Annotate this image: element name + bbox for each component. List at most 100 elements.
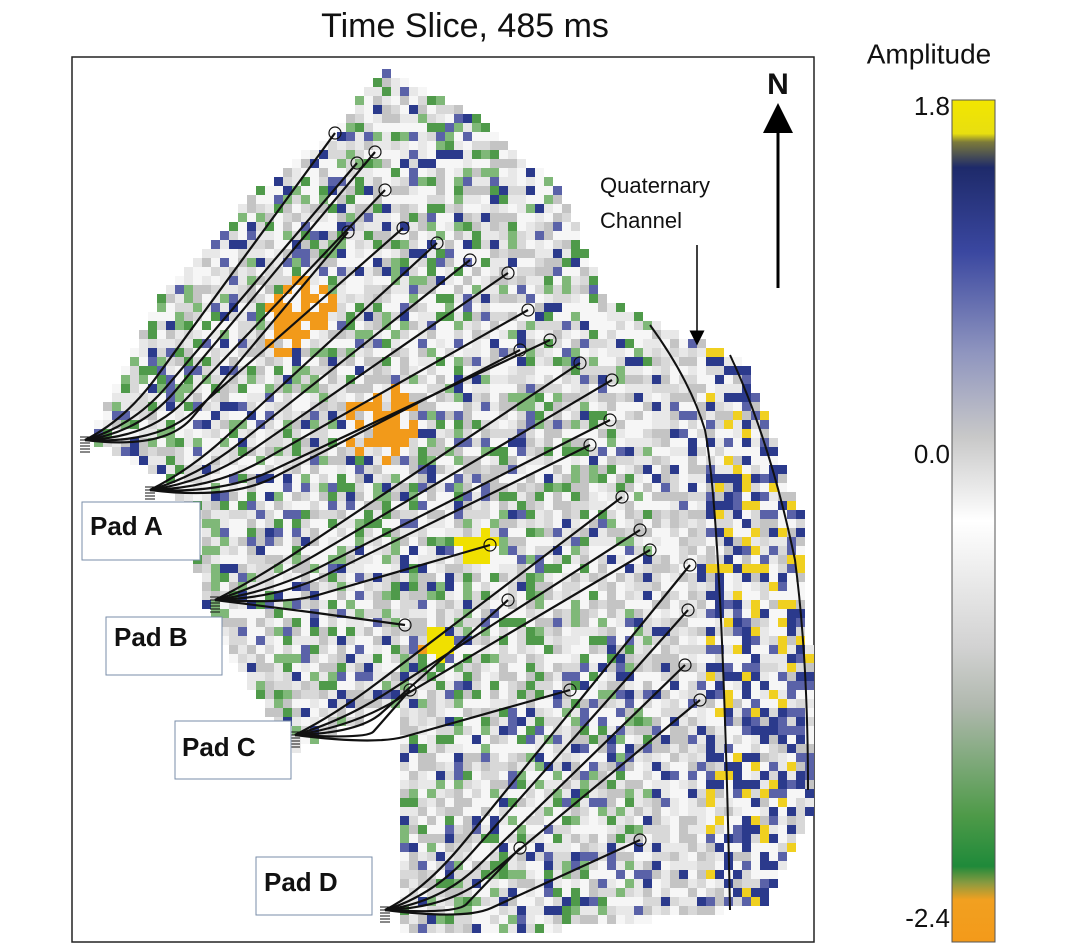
pixel	[706, 744, 715, 753]
pixel	[472, 708, 481, 717]
pixel	[508, 717, 517, 726]
pixel	[571, 780, 580, 789]
pixel	[463, 582, 472, 591]
pixel	[436, 870, 445, 879]
pixel	[652, 627, 661, 636]
pixel	[670, 483, 679, 492]
pixel	[391, 600, 400, 609]
pixel	[490, 420, 499, 429]
pixel	[517, 726, 526, 735]
pixel	[418, 447, 427, 456]
pixel	[562, 213, 571, 222]
pixel	[607, 483, 616, 492]
pixel	[697, 429, 706, 438]
pixel	[508, 357, 517, 366]
pixel	[463, 726, 472, 735]
pixel	[751, 528, 760, 537]
pixel	[274, 321, 283, 330]
pixel	[733, 870, 742, 879]
pixel	[544, 852, 553, 861]
pixel	[535, 600, 544, 609]
pixel	[517, 411, 526, 420]
pixel	[463, 312, 472, 321]
pixel	[553, 717, 562, 726]
pixel	[769, 834, 778, 843]
pixel	[472, 357, 481, 366]
pixel	[760, 636, 769, 645]
pixel	[490, 843, 499, 852]
pixel	[238, 609, 247, 618]
pixel	[571, 915, 580, 924]
pixel	[544, 591, 553, 600]
pixel	[454, 690, 463, 699]
pixel	[256, 240, 265, 249]
pixel	[229, 222, 238, 231]
pixel	[787, 636, 796, 645]
pixel	[238, 663, 247, 672]
pixel	[139, 393, 148, 402]
pixel	[616, 555, 625, 564]
pixel	[715, 771, 724, 780]
pixel	[238, 636, 247, 645]
pixel	[535, 330, 544, 339]
pixel	[400, 762, 409, 771]
pixel	[481, 420, 490, 429]
pixel	[679, 735, 688, 744]
pixel	[418, 267, 427, 276]
pixel	[571, 492, 580, 501]
pixel	[535, 447, 544, 456]
pixel	[328, 528, 337, 537]
pixel	[778, 726, 787, 735]
pixel	[697, 807, 706, 816]
pixel	[418, 807, 427, 816]
pixel	[553, 366, 562, 375]
pixel	[715, 348, 724, 357]
well-path	[149, 349, 521, 495]
pixel	[634, 573, 643, 582]
pixel	[517, 897, 526, 906]
pixel	[598, 519, 607, 528]
pixel	[427, 600, 436, 609]
pixel	[634, 456, 643, 465]
pixel	[247, 339, 256, 348]
pixel	[643, 375, 652, 384]
pixel	[580, 528, 589, 537]
pixel	[508, 735, 517, 744]
pixel	[166, 411, 175, 420]
pixel	[733, 600, 742, 609]
pixel	[355, 96, 364, 105]
pixel	[616, 438, 625, 447]
pixel	[544, 915, 553, 924]
pixel	[319, 213, 328, 222]
pixel	[760, 537, 769, 546]
pixel	[787, 690, 796, 699]
pixel	[157, 312, 166, 321]
pixel	[661, 852, 670, 861]
pixel	[310, 249, 319, 258]
pixel	[796, 564, 805, 573]
pixel	[571, 888, 580, 897]
pixel	[688, 573, 697, 582]
pixel	[544, 672, 553, 681]
pixel	[382, 645, 391, 654]
pixel	[382, 258, 391, 267]
pixel	[715, 366, 724, 375]
pixel	[661, 339, 670, 348]
pixel	[796, 537, 805, 546]
pixel	[634, 771, 643, 780]
pixel	[418, 285, 427, 294]
pixel	[526, 204, 535, 213]
pixel	[544, 348, 553, 357]
pixel	[175, 429, 184, 438]
pixel	[202, 321, 211, 330]
pixel	[805, 699, 814, 708]
pixel	[625, 384, 634, 393]
pixel	[544, 357, 553, 366]
pixel	[112, 384, 121, 393]
pixel	[463, 186, 472, 195]
pixel	[661, 663, 670, 672]
pixel	[400, 501, 409, 510]
pixel	[508, 249, 517, 258]
pixel	[625, 528, 634, 537]
pixel	[409, 537, 418, 546]
